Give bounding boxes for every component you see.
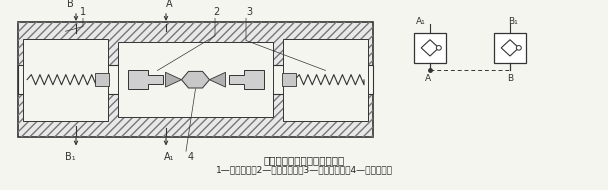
Text: B: B <box>507 74 513 83</box>
Text: 4: 4 <box>188 152 194 162</box>
Bar <box>18 22 373 137</box>
Circle shape <box>516 46 521 50</box>
Text: B: B <box>67 0 74 9</box>
Polygon shape <box>165 72 182 87</box>
Bar <box>414 33 446 63</box>
Polygon shape <box>210 72 226 87</box>
Polygon shape <box>501 40 519 56</box>
Bar <box>282 73 296 86</box>
Polygon shape <box>421 40 439 56</box>
Polygon shape <box>128 70 162 89</box>
Text: A₁: A₁ <box>416 17 426 26</box>
Text: 2: 2 <box>213 7 219 17</box>
Text: B₁: B₁ <box>64 152 75 162</box>
Text: A: A <box>425 74 431 83</box>
Text: A: A <box>166 0 172 9</box>
Bar <box>494 33 526 63</box>
Bar <box>18 65 373 94</box>
Bar <box>283 39 368 121</box>
Text: 1: 1 <box>80 7 86 17</box>
Circle shape <box>437 46 441 50</box>
Text: B₁: B₁ <box>508 17 518 26</box>
Text: 双液控单向阀结构与图形符号: 双液控单向阀结构与图形符号 <box>263 155 345 165</box>
Polygon shape <box>182 71 210 88</box>
Bar <box>23 39 108 121</box>
Bar <box>18 22 373 137</box>
Text: A₁: A₁ <box>164 152 174 162</box>
Bar <box>118 42 273 117</box>
Bar <box>95 73 109 86</box>
Text: 1—控制活塞；2—单向阀阀芯；3—单向阀弹簧；4—卸载阀阀芯: 1—控制活塞；2—单向阀阀芯；3—单向阀弹簧；4—卸载阀阀芯 <box>215 165 393 174</box>
Polygon shape <box>229 70 263 89</box>
Text: 3: 3 <box>246 7 252 17</box>
